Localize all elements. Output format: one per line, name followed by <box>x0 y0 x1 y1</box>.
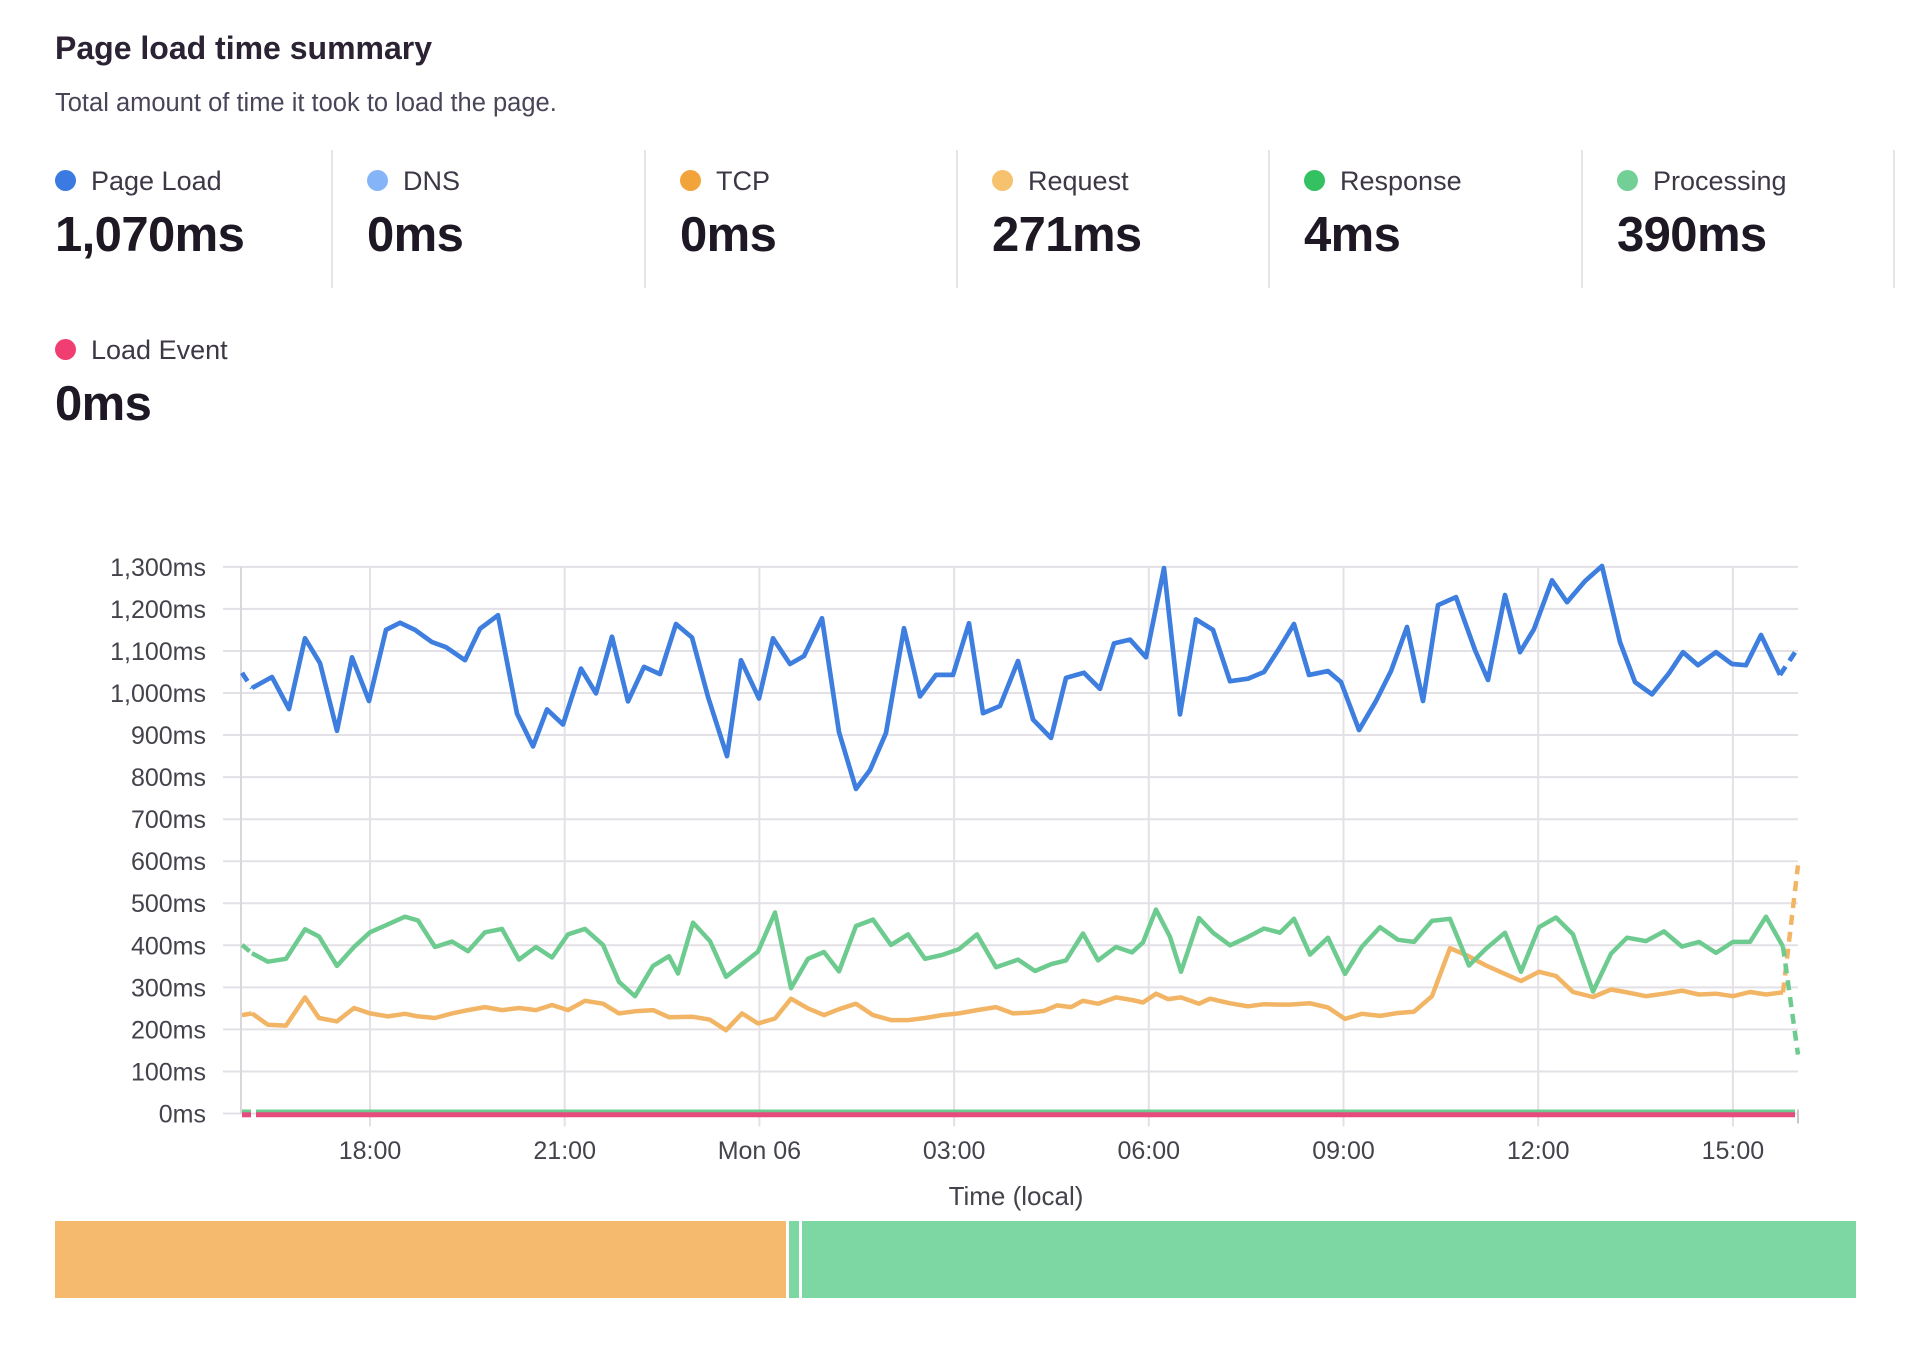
svg-text:200ms: 200ms <box>131 1016 206 1044</box>
svg-text:Mon 06: Mon 06 <box>718 1137 801 1165</box>
svg-text:1,100ms: 1,100ms <box>110 638 206 666</box>
svg-text:03:00: 03:00 <box>923 1137 986 1165</box>
svg-text:600ms: 600ms <box>131 848 206 876</box>
svg-text:1,300ms: 1,300ms <box>110 554 206 582</box>
svg-text:700ms: 700ms <box>131 806 206 834</box>
svg-text:12:00: 12:00 <box>1507 1137 1570 1165</box>
svg-text:800ms: 800ms <box>131 764 206 792</box>
svg-text:09:00: 09:00 <box>1312 1137 1375 1165</box>
svg-text:1,200ms: 1,200ms <box>110 596 206 624</box>
svg-text:15:00: 15:00 <box>1702 1137 1765 1165</box>
svg-text:1,000ms: 1,000ms <box>110 680 206 708</box>
svg-text:100ms: 100ms <box>131 1059 206 1087</box>
svg-text:18:00: 18:00 <box>339 1137 402 1165</box>
svg-text:06:00: 06:00 <box>1118 1137 1181 1165</box>
svg-text:900ms: 900ms <box>131 722 206 750</box>
svg-text:400ms: 400ms <box>131 932 206 960</box>
svg-text:0ms: 0ms <box>159 1101 206 1129</box>
svg-text:Time (local): Time (local) <box>949 1181 1084 1211</box>
svg-text:500ms: 500ms <box>131 890 206 918</box>
svg-text:300ms: 300ms <box>131 974 206 1002</box>
svg-text:21:00: 21:00 <box>533 1137 596 1165</box>
